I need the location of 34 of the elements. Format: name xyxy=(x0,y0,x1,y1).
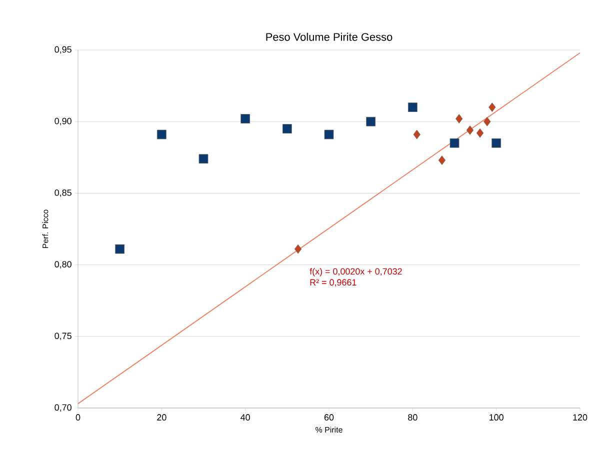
y-tick-label: 0,75 xyxy=(54,332,72,340)
point xyxy=(484,116,491,126)
point xyxy=(450,138,460,148)
x-tick-label: 40 xyxy=(240,414,250,421)
annotation: f(x) = 0,0020x + 0,7032 xyxy=(310,268,402,276)
point xyxy=(476,128,484,138)
point xyxy=(240,114,250,124)
point xyxy=(488,102,496,112)
y-tick-label: 0,85 xyxy=(54,189,72,197)
y-tick-label: 0,80 xyxy=(54,261,72,268)
x-tick-label: 0 xyxy=(76,414,80,421)
point xyxy=(115,244,125,254)
point xyxy=(366,116,376,126)
y-tick-label: 0,90 xyxy=(54,118,72,126)
chart-title: Peso Volume Pirite Gesso xyxy=(266,32,392,41)
point xyxy=(492,138,502,148)
x-tick-label: 20 xyxy=(157,414,166,421)
y-tick-label: 0,95 xyxy=(54,46,72,54)
point xyxy=(324,130,334,140)
x-tick-label: 120 xyxy=(573,414,588,421)
point xyxy=(413,130,420,140)
x-tick-label: 80 xyxy=(408,414,418,421)
x-tick-label: 60 xyxy=(324,414,334,421)
y-tick-label: 0,70 xyxy=(54,404,72,412)
x-tick-label: 100 xyxy=(490,414,504,421)
point xyxy=(198,154,208,164)
point xyxy=(438,156,446,165)
point xyxy=(456,114,463,124)
point xyxy=(156,130,166,140)
point xyxy=(294,244,302,254)
point xyxy=(466,126,474,135)
point xyxy=(408,102,418,112)
point xyxy=(282,124,292,134)
annotation: R² = 0,9661 xyxy=(310,279,356,287)
